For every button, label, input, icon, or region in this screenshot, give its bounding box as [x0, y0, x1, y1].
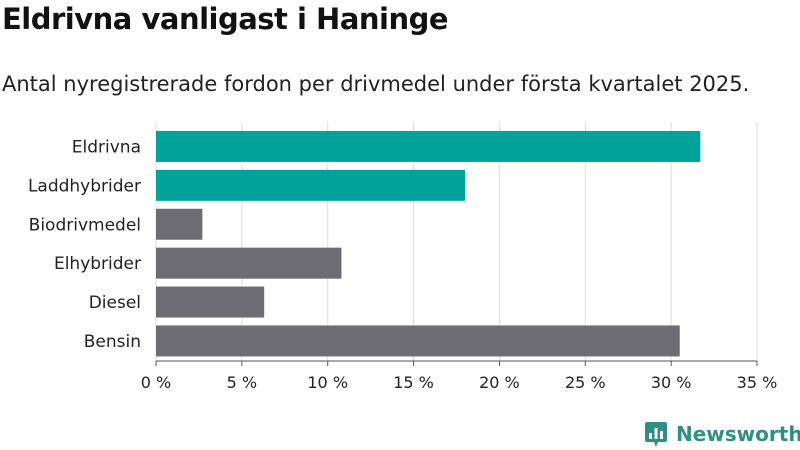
- x-tick-label: 20 %: [479, 373, 520, 392]
- x-tick-label: 30 %: [651, 373, 692, 392]
- bars: [156, 130, 701, 357]
- chart-subtitle: Antal nyregistrerade fordon per drivmede…: [2, 72, 750, 96]
- x-tick-label: 15 %: [393, 373, 434, 392]
- category-label: Bensin: [84, 332, 141, 352]
- x-tick-label: 25 %: [565, 373, 606, 392]
- brand-logo: Newsworthy: [644, 420, 800, 448]
- x-tick-label: 35 %: [737, 373, 778, 392]
- x-tick-label: 5 %: [227, 373, 257, 392]
- category-labels: Eldrivna Laddhybrider Biodrivmedel Elhybrid…: [28, 137, 141, 352]
- chart-title: Eldrivna vanligast i Haninge: [2, 2, 449, 36]
- bar: [156, 247, 342, 279]
- bar: [156, 286, 265, 318]
- category-label: Elhybrider: [54, 254, 141, 274]
- brand-name: Newsworthy: [676, 422, 800, 446]
- bar: [156, 169, 466, 201]
- bar: [156, 130, 701, 162]
- bar: [156, 325, 680, 357]
- bar: [156, 208, 203, 240]
- x-axis-ticks: 0 % 5 % 10 % 15 % 20 % 25 % 30 % 35 %: [141, 360, 778, 392]
- x-tick-label: 0 %: [141, 373, 171, 392]
- category-label: Eldrivna: [72, 137, 141, 157]
- newsworthy-logo-icon: [645, 422, 667, 447]
- category-label: Diesel: [89, 293, 141, 313]
- x-tick-label: 10 %: [307, 373, 348, 392]
- category-label: Biodrivmedel: [29, 215, 141, 235]
- category-label: Laddhybrider: [28, 176, 141, 196]
